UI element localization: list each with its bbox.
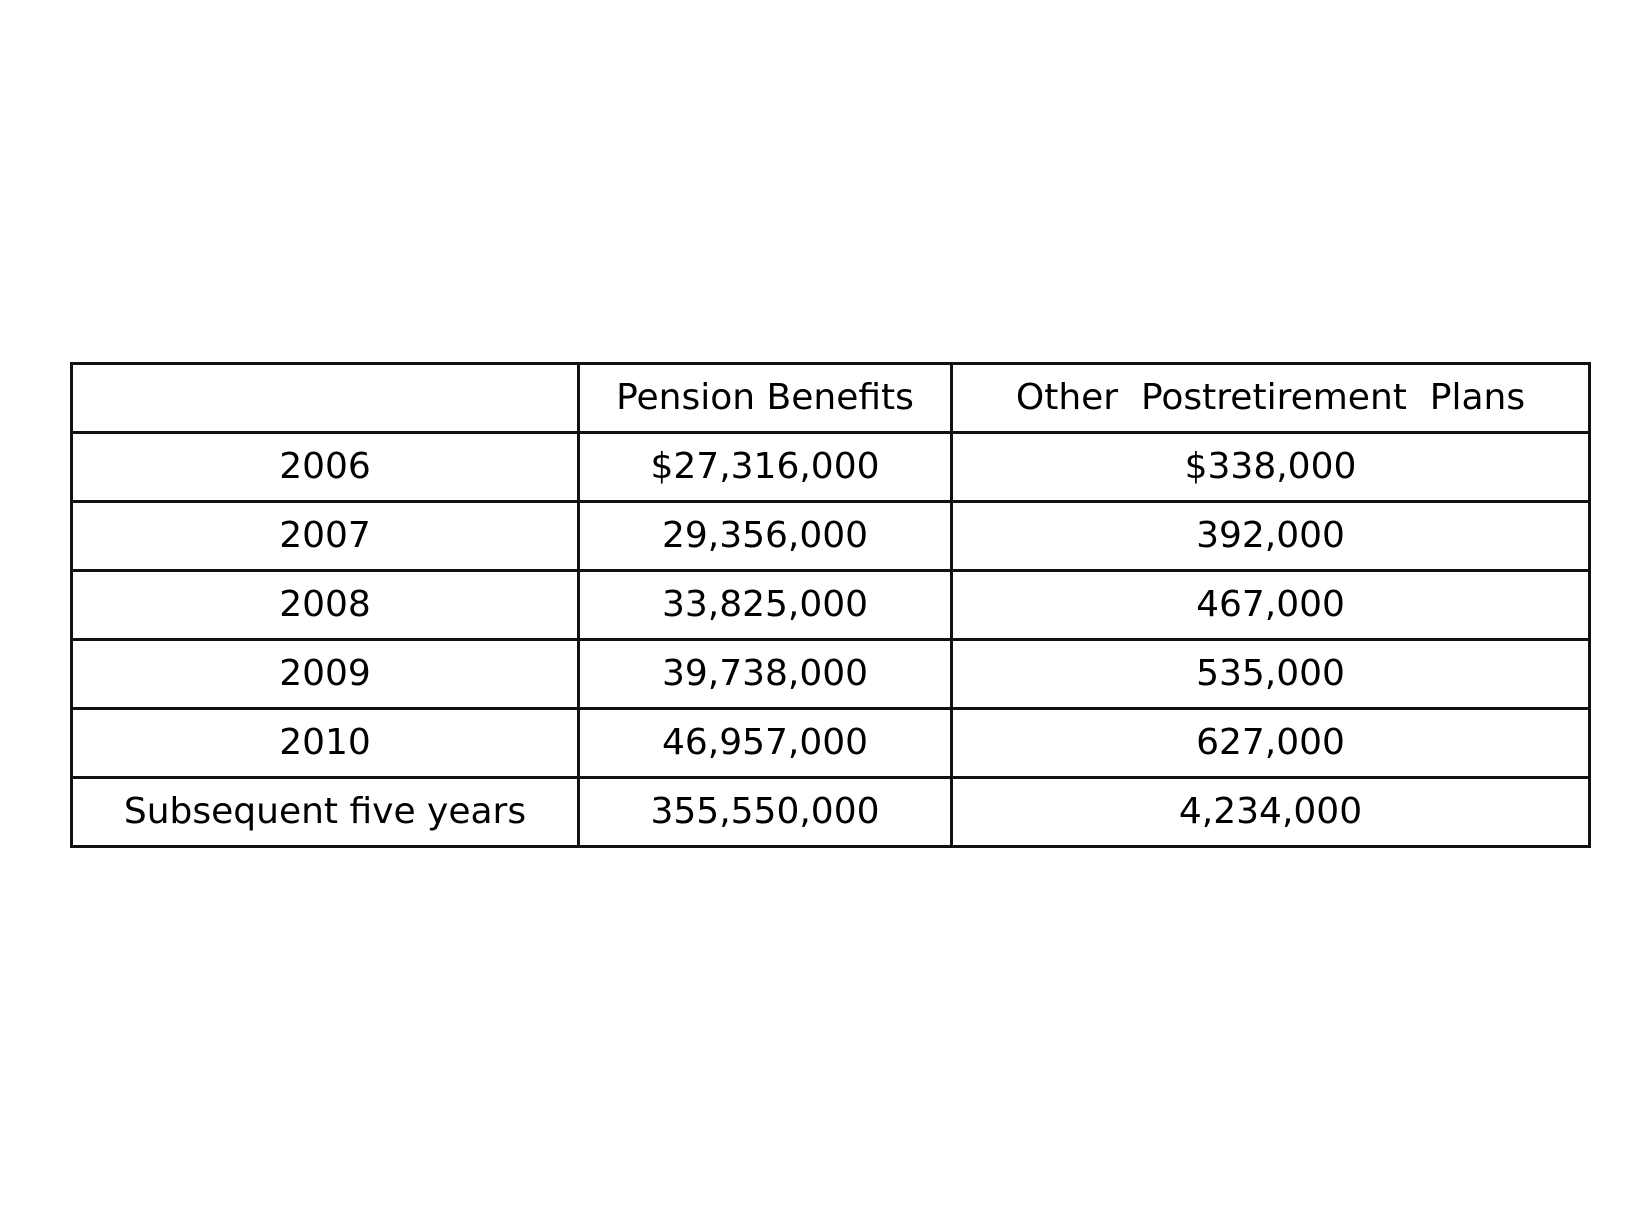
header-cell-pension-benefits: Pension Benefits — [577, 362, 953, 434]
table-row: 2008 33,825,000 467,000 — [70, 569, 1591, 641]
postretirement-value-cell: $338,000 — [950, 431, 1591, 503]
table-row: Subsequent five years 355,550,000 4,234,… — [70, 776, 1591, 848]
pension-value-cell: $27,316,000 — [577, 431, 953, 503]
row-label-cell: 2010 — [70, 707, 580, 779]
postretirement-value-cell: 535,000 — [950, 638, 1591, 710]
row-label-cell: 2008 — [70, 569, 580, 641]
table-row: 2007 29,356,000 392,000 — [70, 500, 1591, 572]
header-cell-period — [70, 362, 580, 434]
header-cell-other-postretirement-plans: Other Postretirement Plans — [950, 362, 1591, 434]
row-label-cell: 2006 — [70, 431, 580, 503]
benefits-table: Pension Benefits Other Postretirement Pl… — [70, 362, 1591, 848]
table-row: 2010 46,957,000 627,000 — [70, 707, 1591, 779]
postretirement-value-cell: 4,234,000 — [950, 776, 1591, 848]
postretirement-value-cell: 627,000 — [950, 707, 1591, 779]
table-row: 2009 39,738,000 535,000 — [70, 638, 1591, 710]
pension-value-cell: 46,957,000 — [577, 707, 953, 779]
pension-value-cell: 29,356,000 — [577, 500, 953, 572]
pension-value-cell: 355,550,000 — [577, 776, 953, 848]
pension-value-cell: 39,738,000 — [577, 638, 953, 710]
row-label-cell: 2009 — [70, 638, 580, 710]
pension-value-cell: 33,825,000 — [577, 569, 953, 641]
row-label-cell: 2007 — [70, 500, 580, 572]
table-header-row: Pension Benefits Other Postretirement Pl… — [70, 362, 1591, 434]
table-row: 2006 $27,316,000 $338,000 — [70, 431, 1591, 503]
postretirement-value-cell: 467,000 — [950, 569, 1591, 641]
postretirement-value-cell: 392,000 — [950, 500, 1591, 572]
row-label-cell: Subsequent five years — [70, 776, 580, 848]
